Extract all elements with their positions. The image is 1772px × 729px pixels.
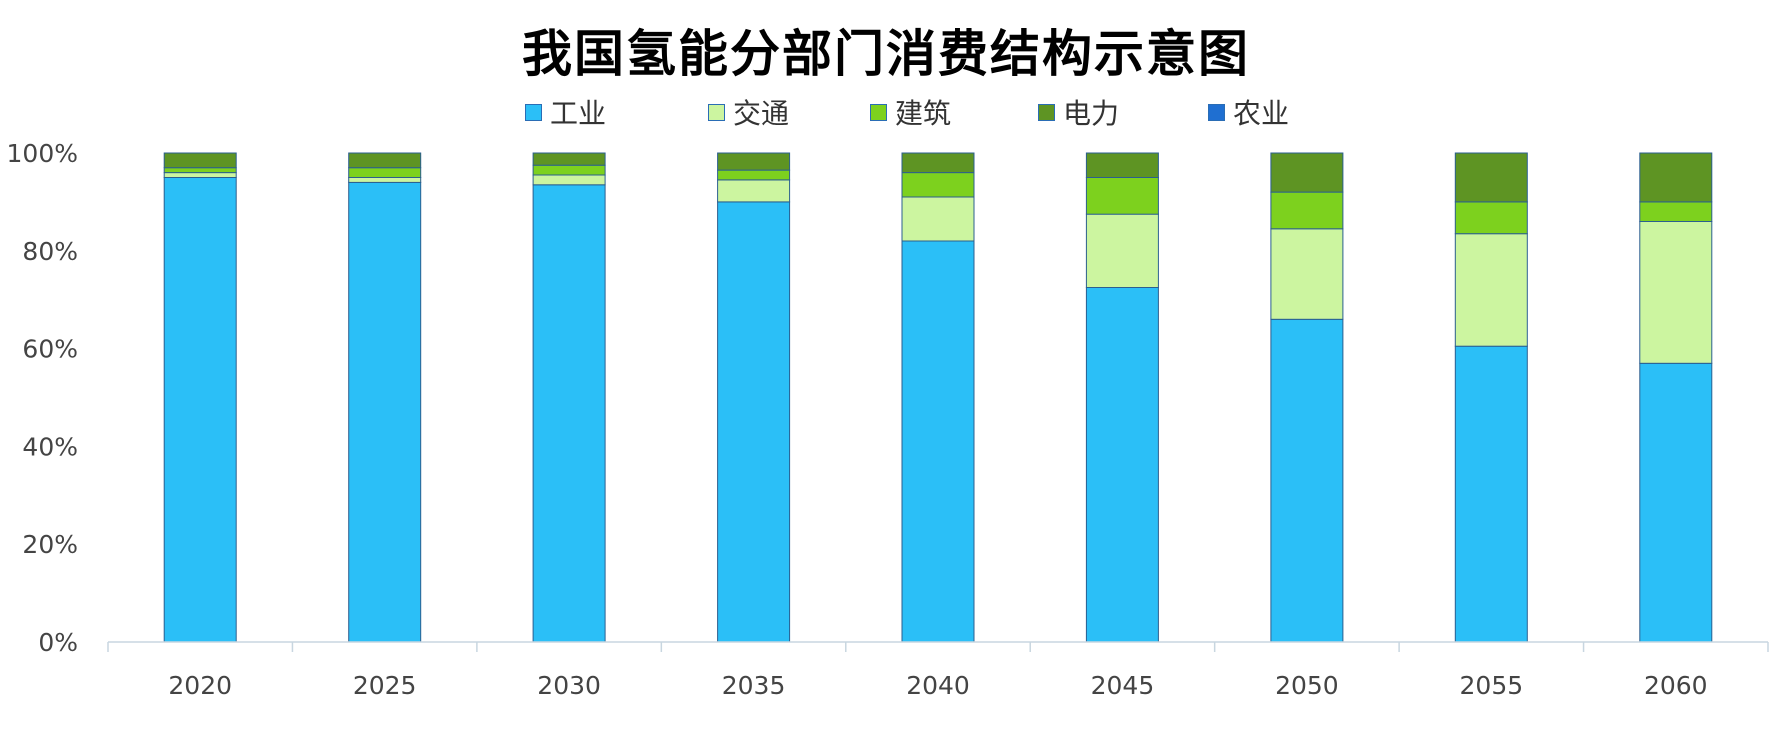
bar-segment-transport-2035 <box>717 179 791 203</box>
x-tick-label: 2025 <box>353 671 417 700</box>
legend-swatch-building <box>870 103 887 121</box>
bar-segment-building-2030 <box>532 164 606 176</box>
bar-segment-transport-2055 <box>1454 233 1528 347</box>
bar-segment-building-2050 <box>1270 191 1344 230</box>
bar-segment-transport-2040 <box>901 196 975 242</box>
x-tick-label: 2020 <box>168 671 232 700</box>
legend-item-industry: 工业 <box>525 92 606 132</box>
legend: 工业 交通 建筑 电力 农业 <box>0 92 1772 132</box>
bar-segment-building-2020 <box>163 167 237 174</box>
y-tick-label: 80% <box>22 237 78 266</box>
bar-layer <box>163 152 1713 643</box>
bar-segment-power-2025 <box>348 152 422 169</box>
legend-item-power: 电力 <box>1038 92 1119 132</box>
legend-swatch-transport <box>708 103 725 121</box>
y-tick-label: 40% <box>22 432 78 461</box>
bar-segment-power-2055 <box>1454 152 1528 203</box>
x-tick-label: 2040 <box>906 671 970 700</box>
bar-stack-2040 <box>901 152 975 643</box>
bar-segment-building-2025 <box>348 167 422 178</box>
bar-segment-power-2035 <box>717 152 791 171</box>
bar-stack-2055 <box>1454 152 1528 643</box>
legend-swatch-industry <box>525 103 542 121</box>
bar-segment-transport-2060 <box>1639 221 1713 364</box>
x-tick-label: 2050 <box>1275 671 1339 700</box>
bar-segment-building-2055 <box>1454 201 1528 235</box>
legend-label-transport: 交通 <box>733 97 790 130</box>
bar-segment-transport-2050 <box>1270 228 1344 320</box>
y-tick-label: 0% <box>38 628 78 657</box>
bar-segment-industry-2025 <box>348 181 422 643</box>
x-tick-label: 2055 <box>1460 671 1524 700</box>
bar-stack-2035 <box>717 152 791 643</box>
bar-segment-building-2040 <box>901 172 975 198</box>
bar-segment-industry-2050 <box>1270 318 1344 643</box>
legend-label-agriculture: 农业 <box>1233 97 1290 130</box>
bar-segment-power-2030 <box>532 152 606 166</box>
y-tick-label: 100% <box>7 139 78 168</box>
bar-segment-industry-2030 <box>532 184 606 643</box>
bar-segment-transport-2030 <box>532 174 606 186</box>
bar-segment-transport-2020 <box>163 172 237 179</box>
bar-segment-power-2045 <box>1085 152 1159 178</box>
legend-swatch-power <box>1038 103 1055 121</box>
bar-stack-2020 <box>163 152 237 643</box>
bar-segment-transport-2045 <box>1085 213 1159 289</box>
bar-segment-industry-2060 <box>1639 362 1713 643</box>
bar-stack-2025 <box>348 152 422 643</box>
bar-segment-industry-2055 <box>1454 345 1528 643</box>
legend-label-power: 电力 <box>1063 97 1120 130</box>
legend-label-building: 建筑 <box>895 97 952 130</box>
y-axis: 0% 20% 40% 60% 80% 100% <box>7 139 78 657</box>
bar-segment-transport-2025 <box>348 177 422 183</box>
bar-segment-power-2050 <box>1270 152 1344 193</box>
bar-segment-industry-2020 <box>163 177 237 643</box>
bar-segment-building-2035 <box>717 169 791 181</box>
x-tick-label: 2045 <box>1091 671 1155 700</box>
legend-swatch-agriculture <box>1208 103 1225 121</box>
legend-label-industry: 工业 <box>550 97 607 130</box>
legend-item-agriculture: 农业 <box>1208 92 1289 132</box>
bar-segment-power-2060 <box>1639 152 1713 203</box>
bar-stack-2060 <box>1639 152 1713 643</box>
y-tick-label: 20% <box>22 530 78 559</box>
bar-segment-industry-2045 <box>1085 287 1159 643</box>
bar-segment-industry-2035 <box>717 201 791 643</box>
y-tick-label: 60% <box>22 335 78 364</box>
bar-segment-power-2020 <box>163 152 237 169</box>
bar-stack-2050 <box>1270 152 1344 643</box>
legend-item-transport: 交通 <box>708 92 789 132</box>
x-tick-label: 2030 <box>537 671 601 700</box>
bar-stack-2045 <box>1085 152 1159 643</box>
x-axis: 2020 2025 2030 2035 2040 2045 2050 2055 2060 <box>107 642 1769 700</box>
bar-segment-building-2060 <box>1639 201 1713 222</box>
chart-title: 我国氢能分部门消费结构示意图 <box>522 25 1250 83</box>
bar-segment-building-2045 <box>1085 177 1159 215</box>
x-tick-label: 2060 <box>1644 671 1708 700</box>
bar-segment-power-2040 <box>901 152 975 174</box>
x-tick-label: 2035 <box>722 671 786 700</box>
legend-item-building: 建筑 <box>870 92 951 132</box>
bar-segment-industry-2040 <box>901 240 975 643</box>
bar-stack-2030 <box>532 152 606 643</box>
